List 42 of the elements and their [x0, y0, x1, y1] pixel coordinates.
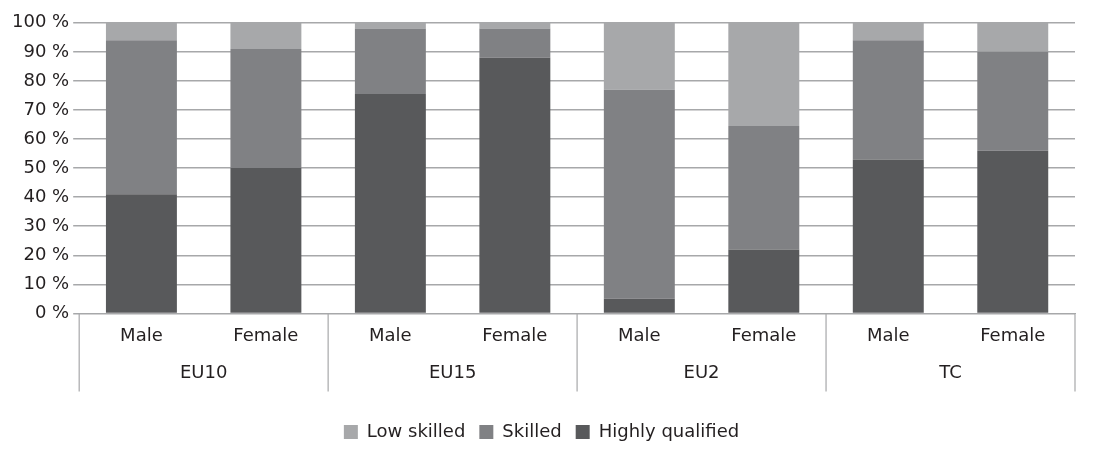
text: EU15: [428, 361, 477, 383]
bar: [603, 89, 675, 299]
legend-label: Low skilled: [366, 419, 466, 441]
y-tick-label: 50 %: [23, 155, 70, 177]
bar: [230, 168, 302, 313]
y-tick-label: 30 %: [23, 213, 70, 235]
y-tick-label: 90 %: [23, 39, 70, 61]
x-tick-label: Male: [369, 323, 412, 345]
x-tick-label: Female: [482, 323, 548, 345]
bar: [479, 57, 551, 313]
bar: [354, 28, 426, 94]
legend-label: Highly qualified: [598, 419, 740, 441]
bar: [728, 249, 800, 313]
text: EU2: [683, 361, 720, 383]
bar: [230, 48, 302, 169]
bar: [728, 125, 800, 250]
text: TC: [938, 361, 962, 383]
x-tick-label: Female: [731, 323, 797, 345]
y-tick-label: 60 %: [23, 126, 70, 148]
y-tick-label: 10 %: [23, 272, 70, 294]
bar: [354, 94, 426, 313]
bar: [977, 51, 1049, 151]
bar: [852, 159, 924, 313]
y-tick-label: 70 %: [23, 97, 70, 119]
x-tick-label: Female: [233, 323, 299, 345]
x-tick-label: Female: [980, 323, 1046, 345]
bar: [977, 150, 1049, 313]
bar: [479, 28, 551, 58]
y-tick-label: 20 %: [23, 242, 70, 264]
bar: [852, 40, 924, 160]
bar: [105, 194, 177, 313]
text: EU10: [179, 361, 228, 383]
y-tick-label: 80 %: [23, 68, 70, 90]
x-tick-label: Male: [618, 323, 661, 345]
legend-label: Skilled: [502, 419, 562, 441]
y-tick-label: 0 %: [34, 301, 70, 323]
y-tick-label: 40 %: [23, 184, 70, 206]
bar: [603, 298, 675, 313]
x-tick-label: Male: [120, 323, 163, 345]
y-tick-label: 100 %: [11, 10, 70, 32]
x-tick-label: Male: [866, 323, 910, 345]
bar: [105, 40, 177, 195]
